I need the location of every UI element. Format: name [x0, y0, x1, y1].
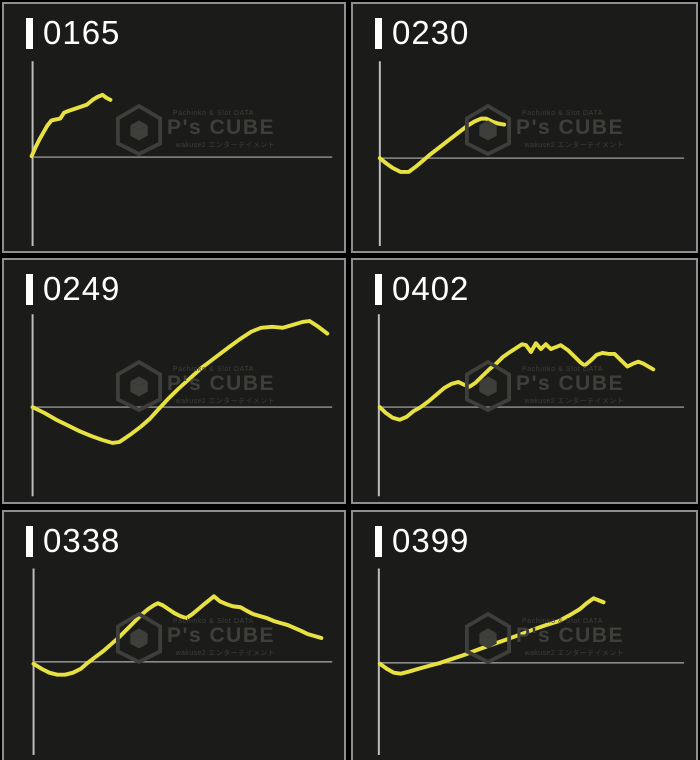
watermark-tagline: Pachinko & Slot DATA: [173, 617, 254, 625]
ps-cube-watermark: Pachinko & Slot DATA P's CUBE wakuse2 エン…: [115, 104, 275, 156]
watermark-text: Pachinko & Slot DATA P's CUBE wakuse2 エン…: [516, 618, 624, 658]
ps-cube-logo-icon: [115, 104, 163, 156]
label-accent-bar: [26, 274, 33, 305]
machine-panel-0338[interactable]: 0338 Pachinko & Slot DATA P's CUBE wakus…: [2, 510, 346, 760]
slump-graph: [377, 314, 685, 497]
machine-number-label: 0230: [375, 16, 469, 49]
label-accent-bar: [26, 526, 33, 557]
ps-cube-logo-icon: [464, 104, 512, 156]
machine-number-label: 0399: [375, 524, 469, 557]
machine-number-label: 0338: [26, 524, 120, 557]
machine-number: 0399: [392, 522, 470, 559]
watermark-subtext: wakuse2 エンターテイメント: [175, 398, 276, 406]
machine-number: 0402: [392, 270, 470, 307]
watermark-brand: P's CUBE: [167, 623, 276, 647]
machine-number: 0165: [43, 14, 121, 51]
ps-cube-logo-icon: [115, 612, 163, 664]
label-accent-bar: [375, 526, 382, 557]
watermark-tagline: Pachinko & Slot DATA: [522, 617, 603, 625]
watermark-text: Pachinko & Slot DATA P's CUBE wakuse2 エン…: [167, 366, 275, 406]
watermark-subtext: wakuse2 エンターテイメント: [524, 142, 625, 150]
label-accent-bar: [375, 18, 382, 49]
ps-cube-watermark: Pachinko & Slot DATA P's CUBE wakuse2 エン…: [464, 612, 624, 664]
watermark-subtext: wakuse2 エンターテイメント: [175, 650, 276, 658]
watermark-text: Pachinko & Slot DATA P's CUBE wakuse2 エン…: [516, 366, 624, 406]
slump-graph: [377, 61, 685, 247]
machine-panel-0402[interactable]: 0402 Pachinko & Slot DATA P's CUBE wakus…: [351, 258, 698, 504]
watermark-text: Pachinko & Slot DATA P's CUBE wakuse2 エン…: [167, 110, 275, 150]
watermark-brand: P's CUBE: [167, 371, 276, 395]
watermark-brand: P's CUBE: [516, 623, 625, 647]
watermark-subtext: wakuse2 エンターテイメント: [175, 142, 276, 150]
watermark-brand: P's CUBE: [516, 371, 625, 395]
watermark-brand: P's CUBE: [167, 115, 276, 139]
ps-cube-logo-icon: [464, 612, 512, 664]
watermark-tagline: Pachinko & Slot DATA: [173, 365, 254, 373]
slump-graph: [30, 314, 333, 497]
watermark-subtext: wakuse2 エンターテイメント: [524, 650, 625, 658]
machine-panel-0399[interactable]: 0399 Pachinko & Slot DATA P's CUBE wakus…: [351, 510, 698, 760]
machine-panel-0230[interactable]: 0230 Pachinko & Slot DATA P's CUBE wakus…: [351, 2, 698, 253]
watermark-tagline: Pachinko & Slot DATA: [522, 109, 603, 117]
machine-number-label: 0249: [26, 272, 120, 305]
watermark-tagline: Pachinko & Slot DATA: [522, 365, 603, 373]
label-accent-bar: [375, 274, 382, 305]
ps-cube-watermark: Pachinko & Slot DATA P's CUBE wakuse2 エン…: [464, 360, 624, 412]
machine-number: 0338: [43, 522, 121, 559]
machine-panel-0165[interactable]: 0165 Pachinko & Slot DATA P's CUBE wakus…: [2, 2, 346, 253]
ps-cube-watermark: Pachinko & Slot DATA P's CUBE wakuse2 エン…: [115, 360, 275, 412]
watermark-brand: P's CUBE: [516, 115, 625, 139]
label-accent-bar: [26, 18, 33, 49]
ps-cube-logo-icon: [115, 360, 163, 412]
slump-graph: [29, 61, 333, 247]
machine-number-label: 0402: [375, 272, 469, 305]
machine-number: 0230: [392, 14, 470, 51]
watermark-text: Pachinko & Slot DATA P's CUBE wakuse2 エン…: [167, 618, 275, 658]
machine-panel-0249[interactable]: 0249 Pachinko & Slot DATA P's CUBE wakus…: [2, 258, 346, 504]
ps-cube-watermark: Pachinko & Slot DATA P's CUBE wakuse2 エン…: [464, 104, 624, 156]
watermark-text: Pachinko & Slot DATA P's CUBE wakuse2 エン…: [516, 110, 624, 150]
slump-graph: [31, 568, 333, 756]
watermark-tagline: Pachinko & Slot DATA: [173, 109, 254, 117]
slump-graph: [377, 568, 685, 756]
ps-cube-watermark: Pachinko & Slot DATA P's CUBE wakuse2 エン…: [115, 612, 275, 664]
machine-number: 0249: [43, 270, 121, 307]
machine-number-label: 0165: [26, 16, 120, 49]
ps-cube-logo-icon: [464, 360, 512, 412]
watermark-subtext: wakuse2 エンターテイメント: [524, 398, 625, 406]
